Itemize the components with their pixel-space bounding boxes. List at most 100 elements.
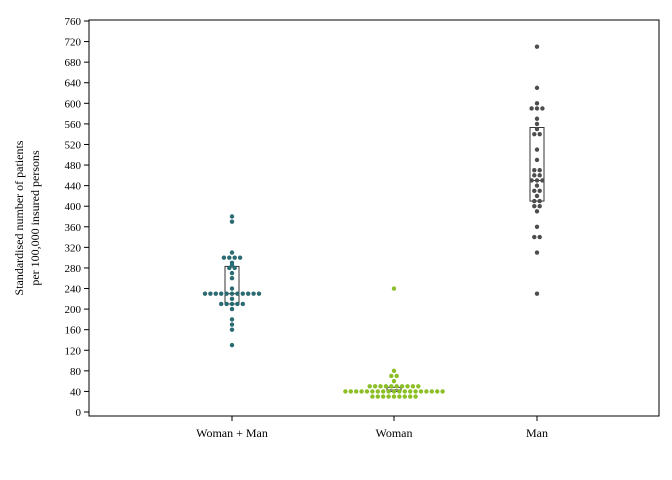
data-point [532, 198, 537, 204]
data-point [389, 384, 394, 389]
y-tick-label: 760 [65, 16, 82, 28]
data-points [202, 44, 545, 399]
data-point [534, 291, 540, 296]
data-point [219, 291, 224, 296]
x-axis: Woman + Man Woman Man [196, 416, 548, 440]
data-point [213, 291, 218, 296]
y-axis-label-line1: Standardised number of patients [12, 140, 26, 295]
data-point [397, 394, 402, 399]
y-tick-label: 280 [65, 263, 82, 275]
data-point [397, 389, 402, 394]
box-plots [224, 126, 545, 392]
data-point [418, 389, 424, 394]
y-tick-label: 640 [65, 78, 82, 90]
data-point [229, 317, 235, 322]
data-point [537, 204, 542, 209]
data-point [532, 167, 537, 173]
x-tick-label: Woman + Man [196, 426, 268, 440]
data-point [408, 394, 413, 399]
data-point [416, 384, 421, 389]
data-point [532, 188, 537, 193]
x-tick-label: Man [526, 426, 548, 440]
data-point [534, 44, 540, 49]
data-point [240, 291, 245, 296]
data-point [534, 157, 540, 163]
data-point [240, 301, 245, 307]
data-point [251, 291, 256, 296]
data-point [534, 126, 540, 132]
data-point [534, 147, 540, 152]
data-point [229, 342, 235, 348]
data-point [534, 116, 540, 121]
y-tick-label: 160 [65, 325, 82, 337]
data-point [534, 121, 540, 127]
y-tick-label: 0 [76, 407, 82, 419]
data-point [229, 301, 235, 307]
data-point [394, 373, 399, 379]
y-tick-label: 520 [65, 139, 82, 151]
data-point [435, 389, 440, 394]
data-point [375, 394, 380, 399]
data-point [381, 389, 386, 394]
y-tick-label: 440 [65, 181, 82, 193]
data-point [537, 198, 542, 204]
data-point [534, 250, 540, 255]
data-point [402, 389, 407, 394]
data-point [383, 384, 389, 389]
x-tick-label: Woman [375, 426, 412, 440]
data-point [370, 394, 375, 399]
data-point [364, 389, 370, 394]
data-point [235, 301, 240, 307]
data-point [529, 106, 534, 111]
y-axis-label-line2: per 100,000 insured persons [28, 150, 42, 286]
data-point [386, 389, 391, 394]
plot-frame [88, 19, 660, 417]
y-tick-label: 720 [65, 37, 82, 49]
data-point [372, 384, 378, 389]
data-point [221, 255, 227, 260]
data-point [229, 214, 235, 219]
data-point [229, 322, 235, 327]
data-point [227, 255, 232, 260]
y-tick-label: 200 [65, 304, 82, 316]
data-point [235, 291, 240, 296]
data-point [429, 389, 434, 394]
data-point [208, 291, 213, 296]
data-point [229, 219, 235, 224]
data-point [232, 255, 237, 260]
data-point [229, 296, 235, 302]
data-point [229, 306, 235, 312]
data-point [534, 224, 540, 229]
data-point [410, 384, 416, 389]
data-point [224, 301, 229, 307]
data-point [413, 394, 418, 399]
data-point [532, 131, 537, 137]
box [529, 126, 545, 202]
data-point [375, 389, 380, 394]
data-point [534, 209, 540, 214]
y-tick-label: 320 [65, 242, 82, 254]
y-tick-label: 360 [65, 222, 82, 234]
data-point [348, 389, 353, 394]
data-point [391, 389, 397, 394]
data-point [391, 368, 397, 374]
data-point [391, 286, 397, 291]
data-point [229, 286, 235, 291]
data-point [229, 291, 235, 296]
data-point [540, 106, 545, 111]
data-point [534, 106, 540, 111]
data-point [534, 193, 540, 199]
y-tick-label: 600 [65, 98, 82, 110]
data-point [354, 389, 359, 394]
data-point [408, 389, 413, 394]
data-point [386, 394, 391, 399]
data-point [389, 373, 394, 379]
data-point [537, 173, 542, 178]
y-tick-label: 40 [70, 386, 82, 398]
data-point [394, 384, 399, 389]
data-point [534, 85, 540, 91]
data-point [424, 389, 429, 394]
y-tick-label: 240 [65, 284, 82, 296]
data-point [391, 394, 397, 399]
data-point [359, 389, 364, 394]
